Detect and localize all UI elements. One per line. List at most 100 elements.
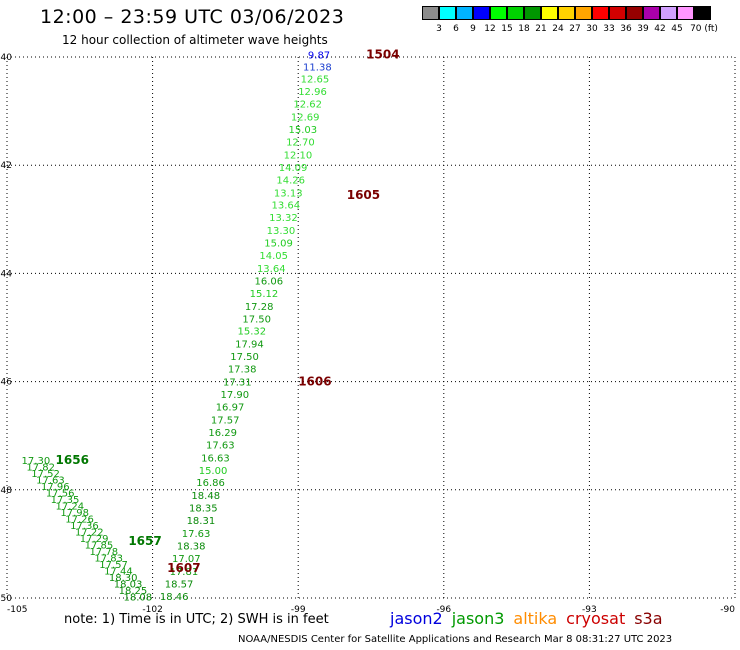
pass-time-label: 1605	[347, 188, 380, 202]
satellite-legend-entry: jason3	[451, 609, 505, 628]
pass-time-label: 1656	[56, 453, 89, 467]
swh-value-label: 17.82	[26, 463, 55, 474]
swh-value-label: 17.63	[182, 529, 211, 540]
swh-value-label: 15.09	[264, 239, 293, 250]
swh-value-label: 17.83	[94, 553, 123, 564]
y-tick-label: -44	[0, 269, 12, 279]
colorbar-swatch	[422, 6, 439, 20]
swh-value-label: 11.38	[303, 63, 332, 74]
swh-value-label: 18.57	[165, 579, 194, 590]
colorbar-label: 15	[501, 24, 513, 34]
colorbar-label: 39	[637, 24, 649, 34]
swh-value-label: 17.57	[99, 560, 128, 571]
swh-value-label: 17.44	[104, 566, 133, 577]
swh-value-label: 16.06	[255, 276, 284, 287]
swh-value-label: 13.64	[272, 201, 301, 212]
colorbar-swatch	[660, 6, 677, 20]
swh-value-label: 18.31	[187, 516, 216, 527]
colorbar-swatch	[456, 6, 473, 20]
swh-value-label: 12.69	[291, 113, 320, 124]
swh-value-label: 17.50	[230, 352, 259, 363]
swh-value-label: 17.63	[206, 440, 235, 451]
colorbar-swatch	[473, 6, 490, 20]
swh-value-label: 12.10	[284, 150, 313, 161]
axis-tick-labels: -40 -42 -44 -46 -48 -50-105 -102 -99 -96 -93 -90	[0, 53, 735, 615]
x-tick-label: -93	[582, 605, 597, 615]
swh-value-label: 17.50	[242, 314, 271, 325]
swh-value-label: 18.08	[123, 592, 152, 603]
credit-line: NOAA/NESDIS Center for Satellite Applica…	[238, 634, 673, 645]
pass-time-label: 1657	[128, 534, 161, 548]
swh-track-2: 17.3017.8217.5217.6317.9617.5617.3517.24…	[22, 456, 153, 603]
colorbar-swatch	[592, 6, 609, 20]
colorbar-swatch	[609, 6, 626, 20]
swh-value-label: 17.28	[245, 302, 274, 313]
swh-value-label: 12.96	[298, 87, 327, 98]
swh-value-label: 16.97	[216, 402, 245, 413]
colorbar-label: 3	[436, 24, 442, 34]
pass-time-label: 1504	[366, 47, 399, 61]
swh-value-label: 14.09	[279, 163, 308, 174]
y-tick-label: -50	[0, 594, 12, 604]
swh-value-label: 14.05	[259, 251, 288, 262]
colorbar-swatch	[643, 6, 660, 20]
x-tick-label: -99	[291, 605, 306, 615]
swh-value-label: 17.90	[221, 390, 250, 401]
colorbar-label: 27	[569, 24, 581, 34]
swh-value-label: 12.62	[293, 100, 322, 111]
swh-value-label: 17.98	[60, 508, 89, 519]
colorbar-label: 12	[484, 24, 496, 34]
swh-value-label: 17.29	[80, 534, 109, 545]
colorbar-label: 6	[453, 24, 459, 34]
swh-value-label: 17.38	[228, 365, 257, 376]
colorbar-label: 21	[535, 24, 547, 34]
swh-value-label: 17.94	[235, 340, 264, 351]
swh-value-label: 17.81	[170, 567, 199, 578]
swh-value-label: 15.00	[199, 466, 228, 477]
swh-value-label: 18.03	[114, 579, 143, 590]
colorbar-swatch	[626, 6, 643, 20]
swh-value-label: 18.38	[177, 542, 206, 553]
swh-value-label: 18.25	[119, 586, 148, 597]
colorbar-swatch	[524, 6, 541, 20]
colorbar-swatch	[575, 6, 592, 20]
swh-value-label: 17.96	[41, 482, 70, 493]
swh-value-label: 18.30	[109, 573, 138, 584]
x-tick-label: -90	[720, 605, 735, 615]
pass-time-label: 1606	[298, 375, 331, 389]
units-note: note: 1) Time is in UTC; 2) SWH is in fe…	[64, 612, 329, 627]
swh-value-label: 18.35	[189, 504, 218, 515]
y-tick-label: -40	[0, 53, 12, 63]
pass-time-labels: 1504 1605 1606 1607 1656 1657	[56, 47, 400, 575]
x-tick-label: -102	[142, 605, 162, 615]
x-tick-label: -96	[436, 605, 451, 615]
swh-value-label: 16.63	[201, 453, 230, 464]
colorbar-label: 24	[552, 24, 564, 34]
swh-value-label: 17.35	[51, 495, 80, 506]
swh-value-label: 17.36	[70, 521, 99, 532]
satellite-legend-entry: altika	[513, 609, 558, 628]
colorbar-swatch	[558, 6, 575, 20]
swh-value-label: 17.31	[223, 378, 252, 389]
colorbar-label: 18	[518, 24, 530, 34]
colorbar-swatch	[541, 6, 558, 20]
swh-value-label: 17.78	[90, 547, 119, 558]
colorbar-label: 30	[586, 24, 598, 34]
colorbar-label: 45	[671, 24, 683, 34]
swh-value-label: 13.32	[269, 213, 298, 224]
swh-value-label: 17.63	[36, 476, 65, 487]
colorbar-label: 33	[603, 24, 615, 34]
swh-value-label: 15.03	[288, 125, 317, 136]
colorbar-label: 9	[470, 24, 476, 34]
colorbar-swatch	[507, 6, 524, 20]
swh-value-label: 17.07	[172, 554, 201, 565]
swh-value-label: 13.30	[267, 226, 296, 237]
y-tick-label: -48	[0, 486, 12, 496]
swh-value-label: 17.22	[75, 527, 104, 538]
swh-value-label: 17.57	[211, 415, 240, 426]
swh-value-label: 13.64	[257, 264, 286, 275]
swh-value-label: 14.26	[276, 175, 305, 186]
satellite-legend-entry: cryosat	[566, 609, 626, 628]
